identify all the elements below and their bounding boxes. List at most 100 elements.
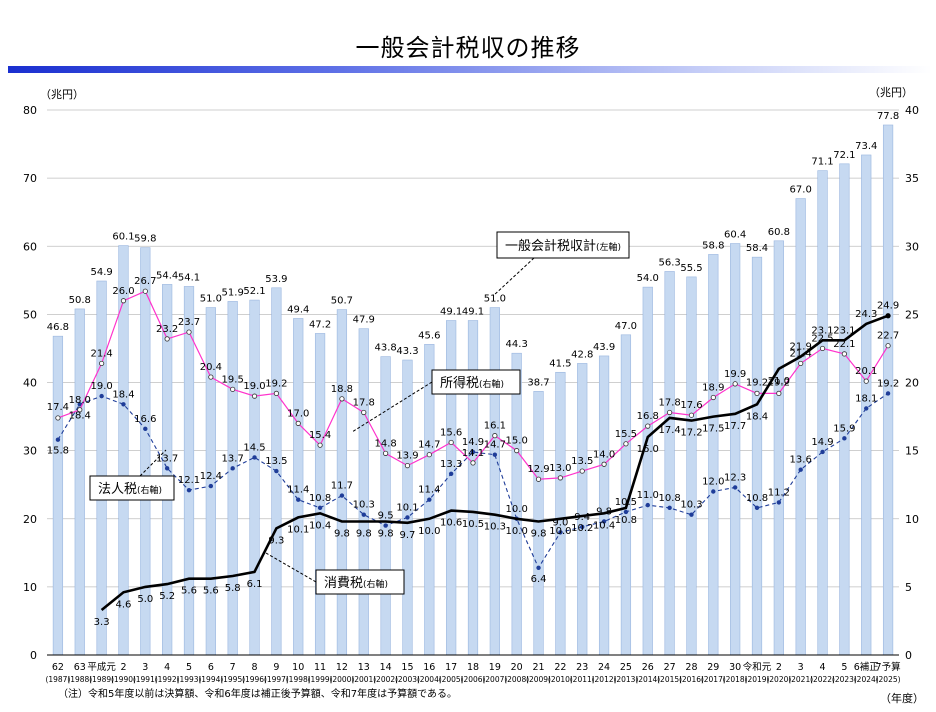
income-tax-value-label: 14.7 <box>418 440 440 451</box>
income-tax-value-label: 14.1 <box>462 448 484 459</box>
x-category-label: 18 <box>467 662 479 673</box>
x-category-label: 6 <box>208 662 214 673</box>
x-axis-unit: （年度） <box>880 692 924 705</box>
left-tick-label: 50 <box>23 308 37 321</box>
income-tax-point <box>230 386 236 392</box>
income-tax-value-label: 26.0 <box>112 286 134 297</box>
income-tax-value-label: 17.0 <box>287 408 309 419</box>
corporate-tax-point <box>601 519 607 524</box>
bar-value-label: 53.9 <box>265 274 287 285</box>
x-category-label: 20 <box>511 662 523 673</box>
x-year-label: (2010) <box>548 675 573 684</box>
bar <box>882 124 894 656</box>
bar <box>708 254 719 656</box>
x-category-label: 15 <box>401 662 413 673</box>
consumption-tax-value-label: 24.9 <box>877 301 899 312</box>
bar <box>839 163 850 656</box>
left-tick-label: 0 <box>30 649 37 662</box>
consumption-callout-box <box>315 569 405 595</box>
income-tax-value-label: 17.6 <box>680 400 702 411</box>
corporate-callout-leader <box>139 449 167 477</box>
income-tax-point <box>186 329 192 335</box>
corporate-tax-point <box>711 489 716 494</box>
left-tick-label: 30 <box>23 445 37 458</box>
corporate-tax-value-label: 11.2 <box>768 487 790 498</box>
income-tax-value-label: 14.0 <box>593 449 615 460</box>
x-year-label: (2005) <box>439 675 464 684</box>
x-year-label: (1993) <box>177 675 202 684</box>
consumption-tax-value-label: 17.7 <box>724 421 746 432</box>
consumption-callout-axis-note: (右軸) <box>363 578 388 590</box>
corporate-tax-point <box>99 393 104 399</box>
consumption-tax-value-label: 4.6 <box>116 599 132 610</box>
left-tick-label: 10 <box>23 581 37 594</box>
x-year-label: (2013) <box>613 675 638 684</box>
corporate-tax-value-label: 13.6 <box>790 455 812 466</box>
income-callout-leader <box>351 381 433 433</box>
bar-value-label: 46.8 <box>47 322 69 333</box>
consumption-tax-value-label: 10.1 <box>287 524 309 535</box>
corporate-tax-point <box>121 402 126 407</box>
income-tax-point <box>164 336 170 342</box>
income-tax-value-label: 17.4 <box>47 402 69 413</box>
income-tax-point <box>361 409 367 416</box>
right-tick-label: 5 <box>905 581 912 594</box>
corporate-tax-point <box>339 493 345 498</box>
left-tick-label: 60 <box>23 240 37 253</box>
corporate-callout-label: 法人税(右軸) <box>98 482 162 497</box>
bar-value-label: 72.1 <box>833 150 855 161</box>
bar-value-label: 47.9 <box>353 315 375 326</box>
income-tax-value-label: 15.5 <box>615 429 637 440</box>
bar <box>686 276 697 656</box>
x-year-label: (2011) <box>570 675 595 684</box>
income-tax-point <box>317 442 323 448</box>
x-year-label: (2016) <box>679 675 704 684</box>
income-tax-value-label: 23.2 <box>156 324 178 335</box>
bar-value-label: 45.6 <box>418 330 440 341</box>
income-tax-value-label: 14.8 <box>374 438 396 449</box>
total-callout-box <box>496 231 630 259</box>
bar-value-label: 43.3 <box>396 346 418 357</box>
x-year-label: (2020) <box>766 675 791 684</box>
x-year-label: (2003) <box>395 675 420 684</box>
axes: 0 10 20 30 40 50 60 70 80 0 5 10 15 20 25 30 35 40 （兆円） （兆円… <box>23 86 919 662</box>
income-tax-value-label: 13.0 <box>549 463 571 474</box>
bar-value-label: 51.9 <box>222 287 244 298</box>
x-category-label: 23 <box>576 662 588 673</box>
income-tax-point <box>688 412 695 418</box>
consumption-tax-value-label: 10.3 <box>484 522 506 533</box>
callouts: 一般会計税収計(左軸)所得税(右軸)法人税(右軸)消費税(右軸) <box>89 231 630 595</box>
left-tick-label: 40 <box>23 377 37 390</box>
consumption-tax-value-label: 23.1 <box>833 325 855 336</box>
income-tax-point <box>208 374 214 380</box>
bar-value-label: 58.8 <box>702 240 724 251</box>
income-tax-value-label: 22.5 <box>811 333 833 344</box>
x-year-label: (2006) <box>461 675 486 684</box>
bar <box>96 280 107 656</box>
bar <box>74 308 85 656</box>
corporate-tax-value-label: 10.8 <box>746 493 768 504</box>
corporate-tax-value-label: 18.4 <box>112 389 134 400</box>
consumption-tax-value-label: 5.6 <box>203 586 219 597</box>
bar-value-label: 43.8 <box>374 343 396 354</box>
bar-value-label: 77.8 <box>877 111 899 122</box>
x-category-label: 7 <box>230 662 236 673</box>
income-tax-point <box>885 343 891 349</box>
x-year-label: (2000) <box>329 675 354 684</box>
income-tax-point <box>579 468 585 474</box>
x-year-label: (2015) <box>657 675 682 684</box>
corporate-tax-value-label: 12.4 <box>200 471 222 482</box>
title-underline-bar <box>8 66 932 73</box>
bar <box>227 301 238 656</box>
corporate-callout-axis-note: (右軸) <box>137 484 162 496</box>
bar <box>183 286 195 656</box>
corporate-tax-value-label: 10.3 <box>680 500 702 511</box>
consumption-tax-value-label: 23.1 <box>811 325 833 336</box>
bar <box>642 286 653 656</box>
corporate-tax-value-label: 14.9 <box>462 437 484 448</box>
income-tax-point <box>339 396 345 402</box>
income-tax-point <box>645 423 651 429</box>
corporate-tax-point <box>230 466 235 471</box>
corporate-tax-value-label: 14.9 <box>811 437 833 448</box>
